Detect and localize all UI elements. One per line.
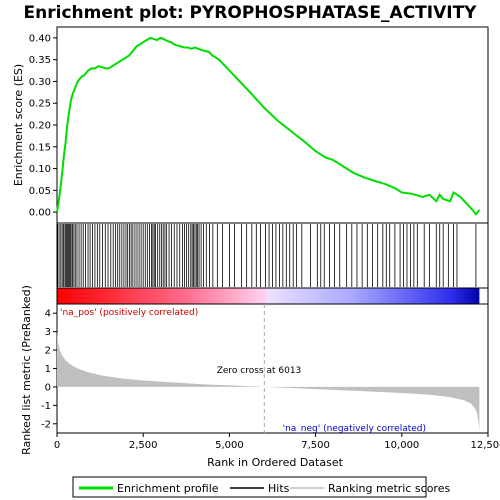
metric-y-tick-label: 2	[45, 346, 51, 357]
metric-y-tick-label: -2	[41, 419, 51, 430]
zero-cross-annotation: Zero cross at 6013	[217, 366, 302, 376]
x-tick-label: 12,500	[471, 440, 500, 451]
negative-correlation-label: 'na_neg' (negatively correlated)	[283, 424, 426, 434]
x-tick-label: 7,500	[301, 440, 330, 451]
es-y-tick-label: 0.40	[29, 33, 51, 44]
metric-y-tick-label: 4	[45, 309, 51, 320]
x-tick-label: 0	[54, 440, 60, 451]
x-tick-label: 10,000	[384, 440, 419, 451]
legend: Enrichment profile Hits Ranking metric s…	[73, 477, 450, 497]
x-tick-label: 5,000	[215, 440, 244, 451]
legend-label-metric: Ranking metric scores	[328, 482, 450, 495]
es-y-tick-label: 0.15	[29, 142, 51, 153]
es-y-tick-label: 0.10	[29, 164, 51, 175]
rank-color-bar	[57, 288, 488, 304]
color-bar-gradient	[57, 288, 479, 304]
metric-y-tick-label: 0	[45, 382, 51, 393]
es-panel-frame	[57, 27, 488, 223]
x-axis-label: Rank in Ordered Dataset	[207, 456, 344, 469]
metric-panel: -2 -1 0 1 2 3 4 Zero cross at 6013 'na_pos' (p…	[41, 304, 488, 434]
hits-panel	[57, 223, 488, 288]
positive-correlation-label: 'na_pos' (positively correlated)	[60, 308, 198, 318]
metric-y-tick-label: 1	[45, 364, 51, 375]
metric-y-tick-label: -1	[41, 401, 51, 412]
legend-label-enrichment: Enrichment profile	[117, 482, 219, 495]
es-y-tick-label: 0.20	[29, 121, 51, 132]
es-y-tick-label: 0.25	[29, 99, 51, 110]
es-y-tick-label: 0.05	[29, 186, 51, 197]
es-y-tick-label: 0.30	[29, 77, 51, 88]
es-panel: 0.00 0.05 0.10 0.15 0.20 0.25 0.30 0.35 0.40	[29, 27, 488, 223]
legend-label-hits: Hits	[268, 482, 290, 495]
es-y-axis: 0.00 0.05 0.10 0.15 0.20 0.25 0.30 0.35 0.40	[29, 33, 57, 218]
es-y-axis-label: Enrichment score (ES)	[12, 64, 25, 186]
metric-y-axis-label: Ranked list metric (PreRanked)	[20, 285, 33, 455]
chart-title: Enrichment plot: PYROPHOSPHATASE_ACTIVIT…	[24, 3, 478, 23]
metric-y-tick-label: 3	[45, 327, 51, 338]
es-y-tick-label: 0.00	[29, 208, 51, 219]
metric-y-axis: -2 -1 0 1 2 3 4	[41, 309, 57, 431]
es-y-tick-label: 0.35	[29, 55, 51, 66]
x-tick-label: 2,500	[129, 440, 158, 451]
x-axis: 0 2,500 5,000 7,500 10,000 12,500	[54, 433, 500, 451]
